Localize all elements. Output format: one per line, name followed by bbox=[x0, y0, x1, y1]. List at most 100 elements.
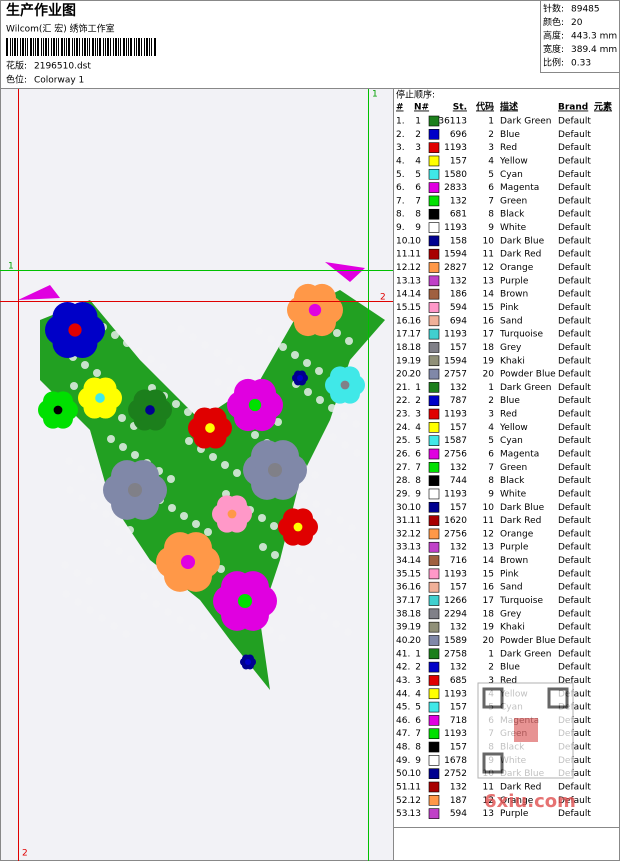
code: 10 bbox=[483, 503, 495, 513]
row-number: 26. bbox=[396, 450, 410, 460]
needle: 20 bbox=[410, 370, 422, 380]
color-table: # N# St. 代码 描述 Brand 元素1. 1 36113 1 Dark Green Defa… bbox=[396, 101, 612, 820]
brand: Default bbox=[558, 210, 591, 220]
needle: 16 bbox=[410, 316, 422, 326]
stat-label: 针数: bbox=[543, 3, 564, 15]
stitches: 694 bbox=[450, 316, 467, 326]
stitches: 2757 bbox=[444, 370, 467, 380]
stitches: 2756 bbox=[444, 450, 467, 460]
needle: 9 bbox=[415, 756, 421, 766]
description: Sand bbox=[500, 583, 523, 593]
lace-hole bbox=[308, 604, 316, 612]
bar-stripe bbox=[136, 38, 137, 56]
lace-hole bbox=[279, 343, 287, 351]
lace-hole bbox=[295, 567, 303, 575]
row-number: 31. bbox=[396, 516, 410, 526]
lace-hole bbox=[111, 331, 119, 339]
stitches: 132 bbox=[450, 463, 467, 473]
column-header: 代码 bbox=[475, 101, 494, 113]
color-swatch bbox=[428, 675, 440, 686]
needle: 13 bbox=[410, 543, 421, 553]
bar-stripe bbox=[84, 38, 86, 56]
stitches: 1594 bbox=[444, 250, 467, 260]
row-number: 41. bbox=[396, 649, 410, 659]
stitches: 132 bbox=[450, 383, 467, 393]
stat-label: 高度: bbox=[543, 30, 564, 42]
description: Pink bbox=[500, 569, 519, 579]
color-swatch bbox=[428, 781, 440, 793]
row-number: 43. bbox=[396, 676, 410, 686]
needle: 2 bbox=[415, 396, 421, 406]
description: Blue bbox=[500, 396, 520, 406]
description: Grey bbox=[500, 609, 522, 619]
lace-hole bbox=[251, 431, 259, 439]
lace-hole bbox=[296, 596, 304, 604]
code: 12 bbox=[483, 796, 494, 806]
color-swatch bbox=[428, 195, 440, 207]
stitches: 1589 bbox=[444, 636, 467, 646]
color-swatch bbox=[428, 515, 440, 526]
needle: 12 bbox=[410, 529, 421, 539]
stitches: 718 bbox=[450, 716, 467, 726]
color-swatch bbox=[428, 448, 440, 460]
needle: 2 bbox=[415, 130, 421, 140]
code: 11 bbox=[483, 516, 494, 526]
stitches: 1193 bbox=[444, 489, 467, 499]
brand: Default bbox=[558, 756, 591, 766]
bar-stripe bbox=[144, 38, 145, 56]
bar-stripe bbox=[61, 38, 63, 56]
stitches: 1580 bbox=[444, 170, 467, 180]
needle: 1 bbox=[415, 383, 421, 393]
lace-hole bbox=[266, 626, 274, 634]
lace-hole bbox=[119, 443, 127, 451]
description: Dark Blue bbox=[500, 236, 545, 246]
bar-stripe bbox=[97, 38, 98, 56]
lace-hole bbox=[74, 598, 82, 606]
row-number: 38. bbox=[396, 609, 410, 619]
needle: 11 bbox=[410, 783, 421, 793]
lace-hole bbox=[188, 624, 196, 632]
needle: 6 bbox=[415, 183, 421, 193]
description: Brown bbox=[500, 290, 528, 300]
color-swatch bbox=[428, 462, 440, 473]
code: 6 bbox=[488, 450, 494, 460]
stitches: 716 bbox=[450, 556, 467, 566]
column-header: Brand bbox=[558, 103, 588, 113]
bar-stripe bbox=[64, 38, 65, 56]
needle: 18 bbox=[410, 343, 422, 353]
description: White bbox=[500, 489, 527, 499]
lace-hole bbox=[139, 563, 147, 571]
color-swatch bbox=[428, 115, 440, 127]
bar-stripe bbox=[25, 38, 26, 56]
needle: 1 bbox=[415, 649, 421, 659]
lace-hole bbox=[349, 553, 357, 561]
lace-hole bbox=[214, 378, 222, 386]
row-number: 48. bbox=[396, 743, 410, 753]
description: Purple bbox=[500, 809, 529, 819]
stitches: 787 bbox=[450, 396, 467, 406]
lace-hole bbox=[278, 634, 286, 642]
needle: 12 bbox=[410, 263, 421, 273]
lace-hole bbox=[90, 502, 98, 510]
bar-stripe bbox=[151, 38, 152, 56]
lace-hole bbox=[86, 606, 94, 614]
color-swatch bbox=[428, 408, 440, 420]
color-swatch bbox=[428, 395, 440, 407]
needle: 5 bbox=[415, 170, 421, 180]
row-number: 2. bbox=[396, 130, 405, 140]
stat-label: 颜色: bbox=[543, 16, 564, 28]
needle: 13 bbox=[410, 809, 421, 819]
stitches: 1193 bbox=[444, 569, 467, 579]
code: 3 bbox=[488, 676, 494, 686]
needle: 3 bbox=[415, 676, 421, 686]
bar-stripe bbox=[126, 38, 127, 56]
description: Turquoise bbox=[499, 596, 543, 606]
row-number: 10. bbox=[396, 236, 410, 246]
color-swatch bbox=[428, 235, 440, 247]
flower-center bbox=[340, 380, 350, 390]
flower-center bbox=[180, 554, 196, 570]
lace-hole bbox=[107, 435, 115, 443]
guide-label: 1 bbox=[8, 262, 14, 272]
lace-hole bbox=[151, 571, 159, 579]
code: 8 bbox=[488, 476, 494, 486]
